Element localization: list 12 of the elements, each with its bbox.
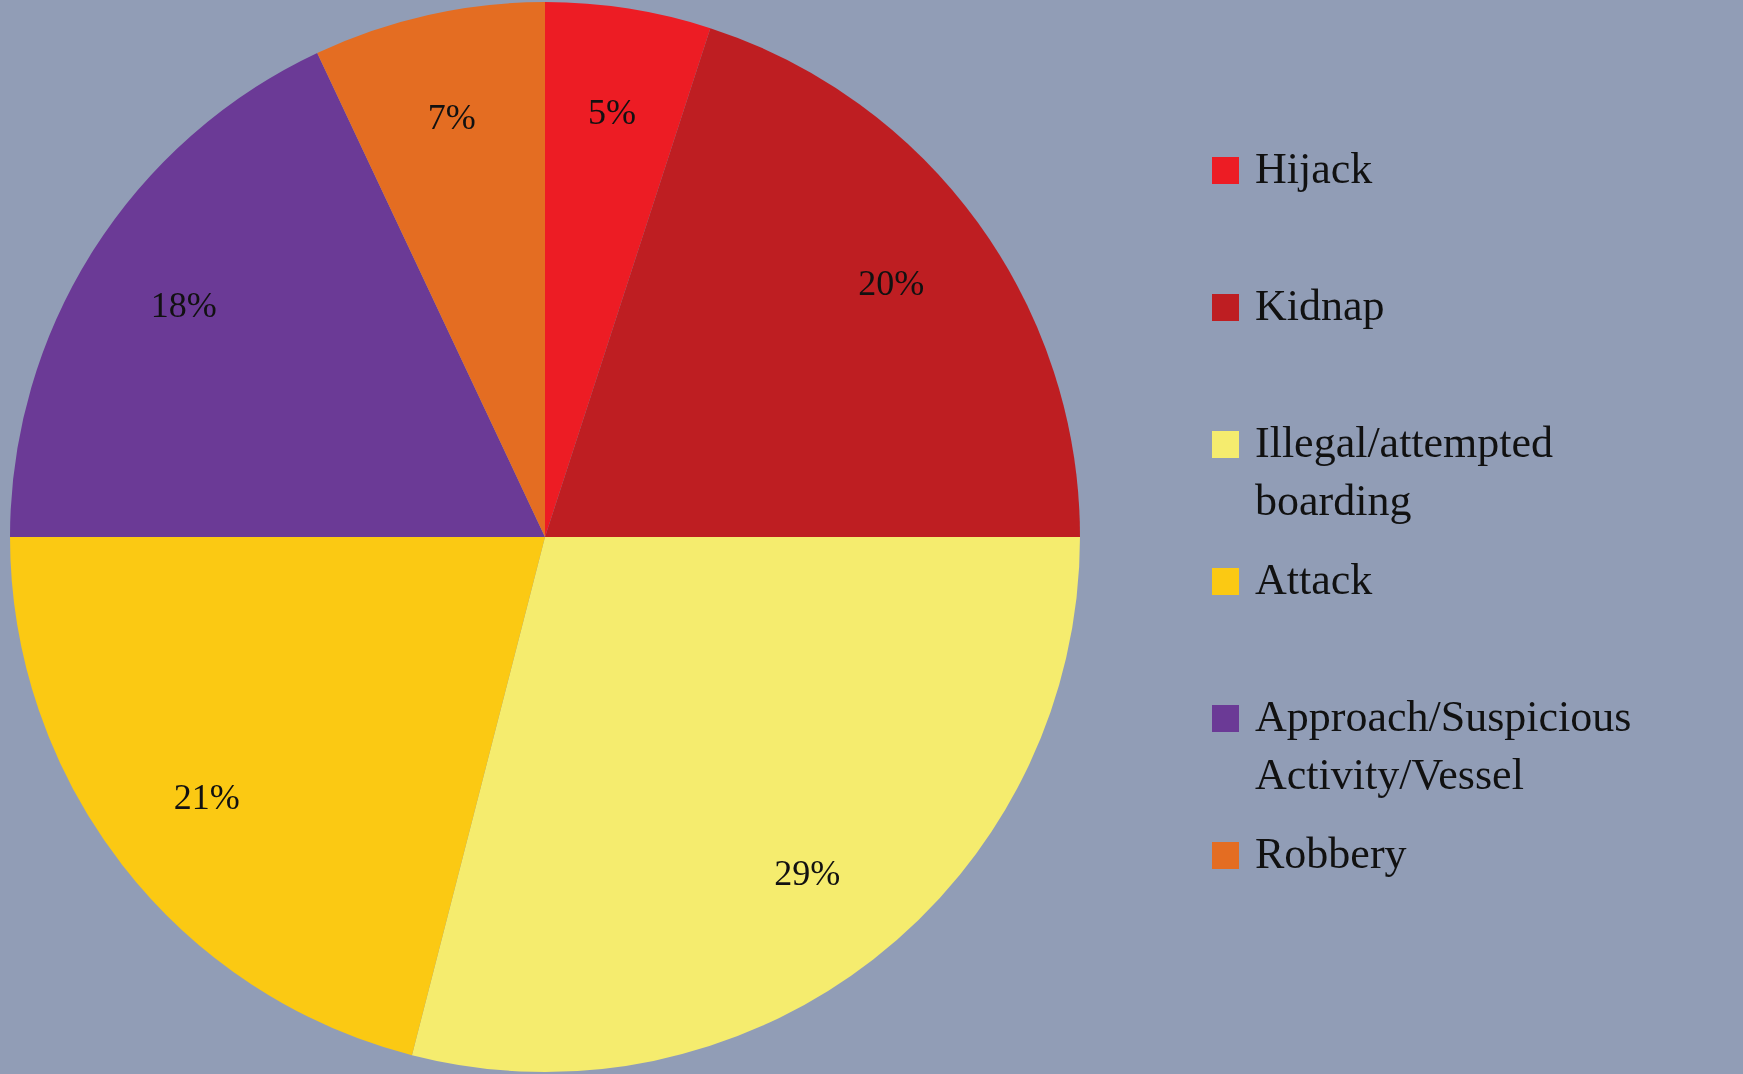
legend-label: Illegal/attempted boarding [1255, 417, 1555, 527]
data-label: 21% [173, 776, 240, 817]
legend-label: Attack [1255, 554, 1373, 606]
legend-label: Hijack [1255, 143, 1373, 195]
data-label: 5% [587, 91, 636, 132]
legend-label: Approach/Suspicious Activity/Vessel [1255, 691, 1633, 801]
data-label: 29% [774, 852, 841, 893]
data-label: 20% [858, 262, 925, 303]
legend-label: Kidnap [1255, 280, 1385, 332]
legend-label: Robbery [1255, 828, 1407, 880]
data-label: 18% [150, 285, 217, 326]
data-label: 7% [427, 96, 476, 137]
